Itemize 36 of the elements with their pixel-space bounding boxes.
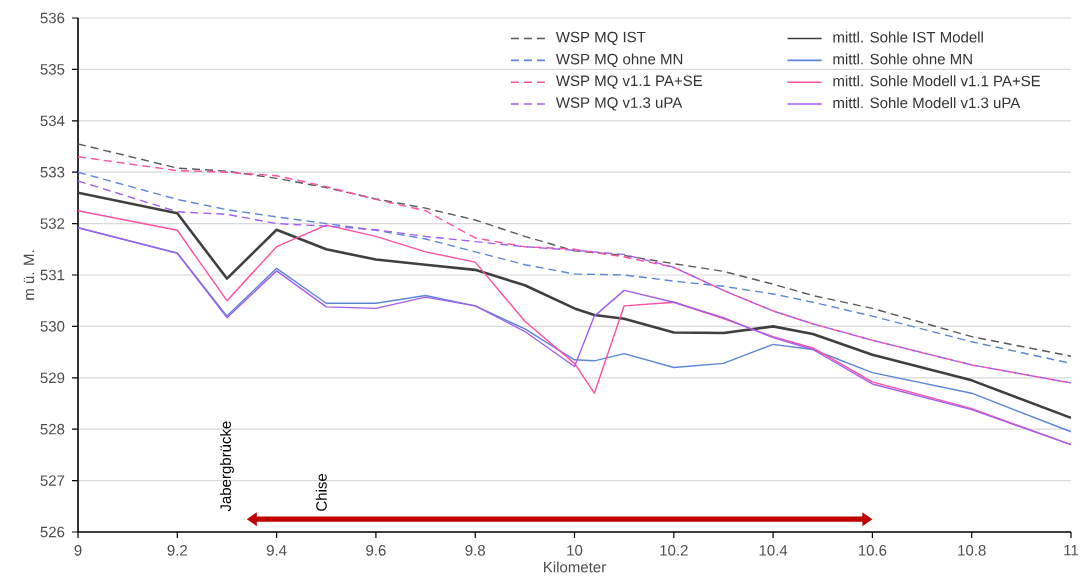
legend-label: WSP MQ IST <box>555 31 646 46</box>
x-tick-label: 10.8 <box>958 545 986 556</box>
x-tick-label: 9.2 <box>167 545 187 556</box>
legend-label: WSP MQ v1.1 PA+SE <box>555 75 703 89</box>
line-series <box>78 143 1072 357</box>
y-tick-label: 533 <box>40 166 65 178</box>
y-tick-label: 527 <box>40 475 65 486</box>
legend-label: mittl. Sohle ohne MN <box>833 53 972 65</box>
x-tick-label: 11 <box>1064 545 1079 556</box>
x-tick-label: 9.4 <box>266 545 287 556</box>
y-axis-title: m ü. M. <box>23 250 35 300</box>
x-tick-label: 9 <box>74 545 82 556</box>
x-axis-title: Kilometer <box>544 561 606 573</box>
legend-label: mittl. Sohle IST Modell <box>833 31 983 43</box>
x-tick-label: 10.4 <box>759 545 788 556</box>
y-tick-label: 528 <box>40 423 65 435</box>
y-tick-label: 529 <box>40 372 65 384</box>
y-tick-label: 531 <box>40 269 65 281</box>
legend-label: mittl. Sohle Modell v1.3 uPA <box>833 97 1021 109</box>
y-tick-label: 526 <box>40 526 65 538</box>
legend-label: mittl. Sohle Modell v1.1 PA+SE <box>833 75 1041 87</box>
x-tick-label: 10.6 <box>858 545 887 556</box>
annotation: Jabergbrücke <box>219 421 234 512</box>
legend-label: WSP MQ v1.3 uPA <box>555 97 683 111</box>
y-tick-label: 535 <box>40 64 65 75</box>
y-tick-label: 536 <box>40 12 65 24</box>
legend-label: WSP MQ ohne MN <box>555 53 683 68</box>
x-tick-label: 9.6 <box>366 545 386 556</box>
annotation: Chise <box>315 473 327 511</box>
y-tick-label: 530 <box>40 321 65 332</box>
x-tick-label: 9.8 <box>465 545 485 556</box>
y-tick-label: 534 <box>40 115 65 127</box>
y-tick-label: 532 <box>40 218 65 229</box>
x-tick-label: 10 <box>567 545 583 556</box>
x-tick-label: 10.2 <box>660 545 688 556</box>
line-series <box>78 191 1072 420</box>
